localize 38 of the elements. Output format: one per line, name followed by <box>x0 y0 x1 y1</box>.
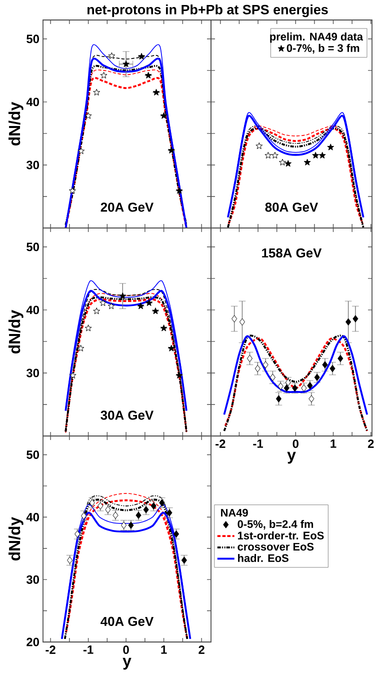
x-tick-label: 0 <box>123 646 129 654</box>
y-tick-label: 50 <box>26 242 39 252</box>
chart-title: net-protons in Pb+Pb at SPS energies <box>88 4 328 18</box>
legend-label: 1st-order-tr. EoS <box>238 531 324 540</box>
y-tick-label: 20 <box>26 638 39 646</box>
x-tick-label: 1 <box>161 646 167 654</box>
y-axis-title: dN/dy <box>8 102 24 146</box>
y-axis-title: dN/dy <box>8 516 24 560</box>
x-tick-label: 2 <box>368 440 374 448</box>
y-tick-label: 30 <box>26 575 39 584</box>
legend-title: NA49 <box>221 508 248 517</box>
annotation: 40A GeV <box>100 616 154 626</box>
y-tick-label: 30 <box>26 160 39 170</box>
x-tick-label: -1 <box>253 440 264 448</box>
y-tick-label: 30 <box>26 368 39 378</box>
annotation: 20A GeV <box>100 202 154 212</box>
x-tick-label: -2 <box>216 440 226 448</box>
legend-label: 0-5%, b=2.4 fm <box>238 520 314 530</box>
x-tick-label: 0 <box>292 440 298 448</box>
y-tick-label: 50 <box>26 450 39 459</box>
x-tick-label: 2 <box>198 646 204 654</box>
annotation: 158A GeV <box>262 248 322 258</box>
x-axis-title: y <box>122 658 132 670</box>
x-tick-label: -1 <box>83 646 94 654</box>
y-tick-label: 40 <box>26 98 39 106</box>
y-tick-label: 40 <box>26 512 39 522</box>
annotation: 80A GeV <box>265 202 318 212</box>
x-tick-label: 1 <box>330 440 336 448</box>
x-axis-title: y <box>287 452 296 464</box>
x-tick-label: -2 <box>46 646 56 654</box>
y-tick-label: 40 <box>26 306 39 314</box>
legend-label: 0-7%, b = 3 fm <box>286 44 360 54</box>
annotation: 30A GeV <box>100 410 154 420</box>
legend-label: hadr. EoS <box>238 554 288 562</box>
legend-label: crossover EoS <box>238 542 314 551</box>
legend-title: prelim. NA49 data <box>270 32 364 43</box>
y-tick-label: 50 <box>26 34 39 44</box>
y-axis-title: dN/dy <box>8 310 24 354</box>
